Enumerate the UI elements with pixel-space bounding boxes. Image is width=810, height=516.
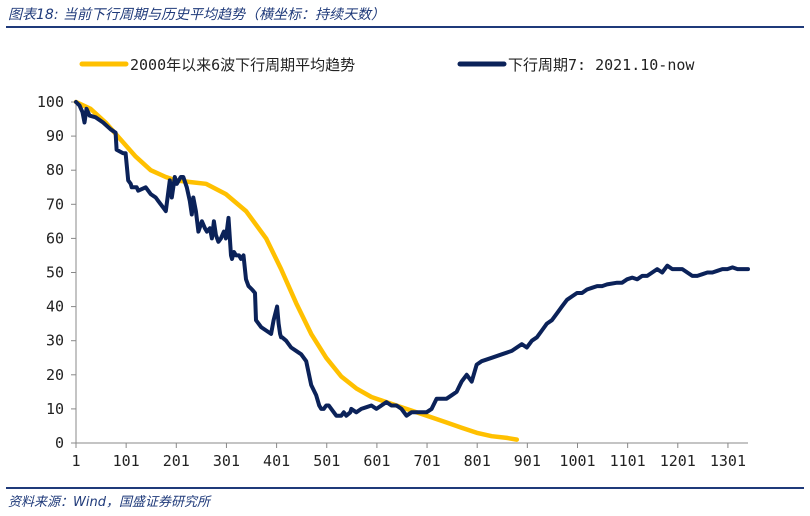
x-tick-label: 401 xyxy=(263,452,290,470)
series-line-2 xyxy=(74,100,750,418)
legend: 2000年以来6波下行周期平均趋势 下行周期7: 2021.10-now xyxy=(79,56,695,74)
y-tick-label: 50 xyxy=(46,264,64,282)
x-tick-label: 501 xyxy=(313,452,340,470)
figure-title: 图表18: 当前下行周期与历史平均趋势（横坐标：持续天数） xyxy=(8,7,385,23)
legend-label-2: 下行周期7: 2021.10-now xyxy=(508,56,695,74)
y-tick-label: 10 xyxy=(46,400,64,418)
x-tick-label: 1001 xyxy=(559,452,595,470)
source-note: 资料来源：Wind，国盛证券研究所 xyxy=(8,495,210,510)
y-tick-label: 90 xyxy=(46,127,64,145)
series-group xyxy=(73,99,750,442)
y-tick-label: 40 xyxy=(46,298,64,316)
x-tick-label: 1301 xyxy=(710,452,746,470)
y-tick-label: 80 xyxy=(46,161,64,179)
y-tick-label: 30 xyxy=(46,332,64,350)
bottom-rule xyxy=(6,487,804,489)
x-tick-label: 601 xyxy=(363,452,390,470)
x-tick-label: 901 xyxy=(514,452,541,470)
x-tick-label: 1201 xyxy=(660,452,696,470)
top-rule xyxy=(6,26,804,28)
x-tick-label: 101 xyxy=(113,452,140,470)
legend-label-1: 2000年以来6波下行周期平均趋势 xyxy=(130,56,355,74)
x-tick-label: 1 xyxy=(71,452,80,470)
x-tick-label: 701 xyxy=(413,452,440,470)
y-tick-label: 60 xyxy=(46,229,64,247)
series-line-1 xyxy=(73,99,520,442)
y-tick-label: 20 xyxy=(46,366,64,384)
y-tick-label: 100 xyxy=(37,93,64,111)
x-tick-label: 201 xyxy=(163,452,190,470)
x-tick-label: 1101 xyxy=(610,452,646,470)
y-tick-label: 0 xyxy=(55,434,64,452)
y-tick-label: 70 xyxy=(46,195,64,213)
x-tick-label: 801 xyxy=(464,452,491,470)
x-tick-label: 301 xyxy=(213,452,240,470)
